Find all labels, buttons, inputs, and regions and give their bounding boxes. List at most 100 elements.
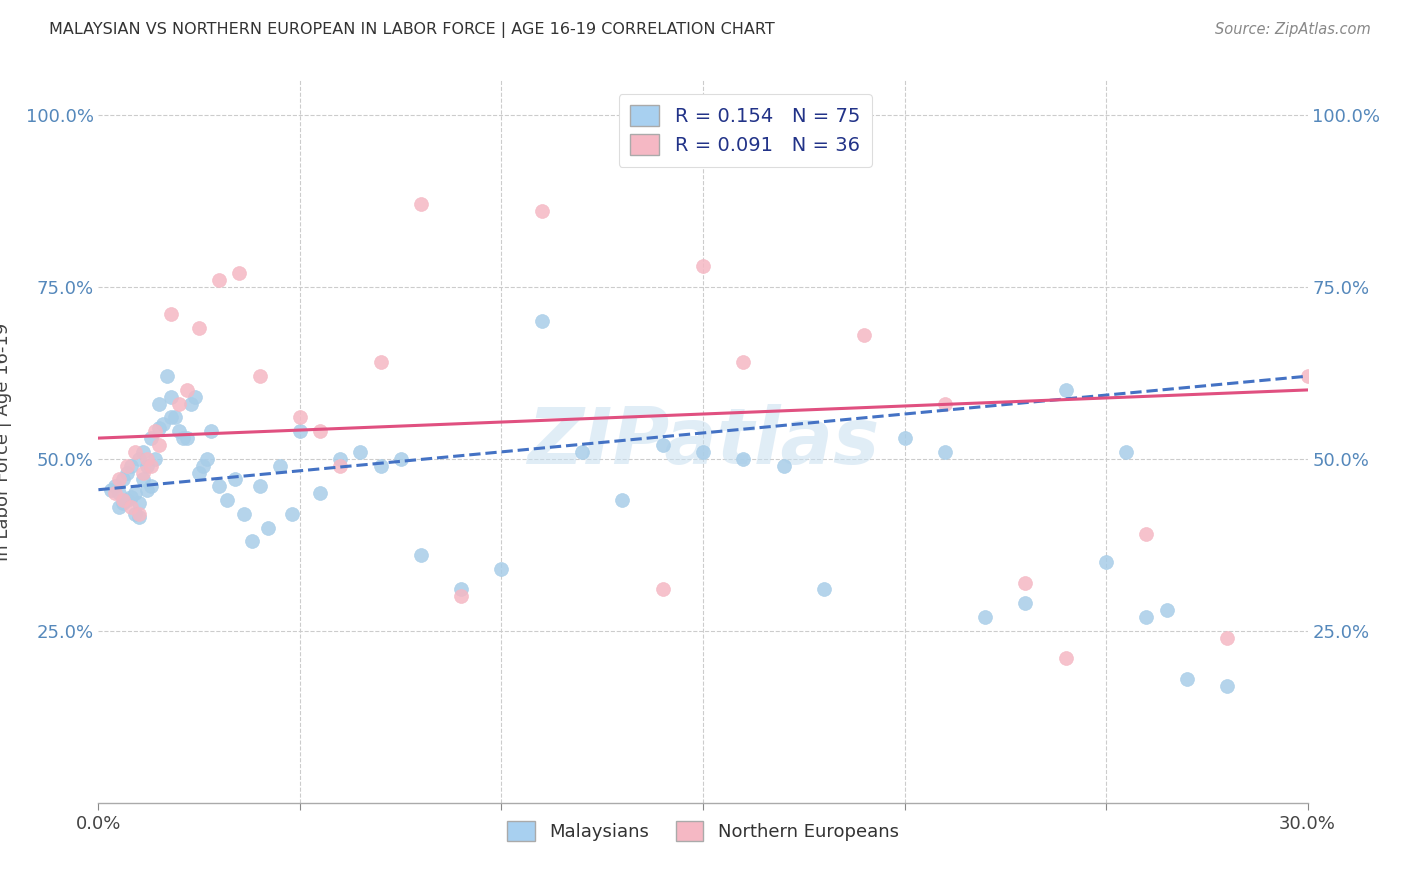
Point xyxy=(180,397,202,411)
Point xyxy=(409,197,432,211)
Point xyxy=(128,507,150,521)
Point xyxy=(1135,527,1157,541)
Point xyxy=(156,369,179,384)
Point xyxy=(269,458,291,473)
Point xyxy=(329,458,352,473)
Point xyxy=(139,458,162,473)
Point xyxy=(651,438,673,452)
Point xyxy=(120,458,142,473)
Point xyxy=(160,410,183,425)
Point xyxy=(329,451,352,466)
Point xyxy=(288,424,311,438)
Point xyxy=(176,431,198,445)
Point xyxy=(167,424,190,438)
Point xyxy=(100,483,122,497)
Point xyxy=(208,273,231,287)
Point xyxy=(309,486,332,500)
Point xyxy=(107,500,129,514)
Point xyxy=(612,493,634,508)
Point xyxy=(733,355,755,369)
Point xyxy=(370,355,392,369)
Point xyxy=(128,496,150,510)
Point xyxy=(1014,575,1036,590)
Point xyxy=(103,486,125,500)
Point xyxy=(167,397,190,411)
Point xyxy=(111,472,134,486)
Point xyxy=(1014,596,1036,610)
Point xyxy=(974,610,997,624)
Point xyxy=(1216,679,1239,693)
Point xyxy=(249,369,271,384)
Point xyxy=(195,451,218,466)
Point xyxy=(934,445,956,459)
Point xyxy=(349,445,371,459)
Point xyxy=(120,490,142,504)
Point xyxy=(224,472,246,486)
Point xyxy=(853,327,876,342)
Point xyxy=(893,431,915,445)
Point xyxy=(232,507,254,521)
Point xyxy=(163,410,186,425)
Point xyxy=(132,445,155,459)
Text: Source: ZipAtlas.com: Source: ZipAtlas.com xyxy=(1215,22,1371,37)
Y-axis label: In Labor Force | Age 16-19: In Labor Force | Age 16-19 xyxy=(0,322,11,561)
Point xyxy=(1054,651,1077,665)
Point xyxy=(139,479,162,493)
Point xyxy=(571,445,593,459)
Point xyxy=(132,466,155,480)
Point xyxy=(120,500,142,514)
Legend: Malaysians, Northern Europeans: Malaysians, Northern Europeans xyxy=(501,814,905,848)
Point xyxy=(124,445,146,459)
Point xyxy=(111,493,134,508)
Point xyxy=(733,451,755,466)
Point xyxy=(115,493,138,508)
Point xyxy=(135,483,157,497)
Point xyxy=(530,314,553,328)
Text: MALAYSIAN VS NORTHERN EUROPEAN IN LABOR FORCE | AGE 16-19 CORRELATION CHART: MALAYSIAN VS NORTHERN EUROPEAN IN LABOR … xyxy=(49,22,775,38)
Point xyxy=(240,534,263,549)
Point xyxy=(107,472,129,486)
Point xyxy=(1095,555,1118,569)
Point xyxy=(124,486,146,500)
Point xyxy=(107,486,129,500)
Point xyxy=(530,204,553,219)
Point xyxy=(188,466,211,480)
Point xyxy=(143,424,166,438)
Point xyxy=(135,458,157,473)
Point xyxy=(160,390,183,404)
Point xyxy=(128,451,150,466)
Point xyxy=(1135,610,1157,624)
Point xyxy=(128,510,150,524)
Point xyxy=(1175,672,1198,686)
Point xyxy=(281,507,304,521)
Point xyxy=(309,424,332,438)
Point xyxy=(409,548,432,562)
Point xyxy=(450,582,472,597)
Point xyxy=(115,466,138,480)
Point xyxy=(491,562,513,576)
Point xyxy=(450,590,472,604)
Point xyxy=(249,479,271,493)
Point xyxy=(228,266,250,280)
Point xyxy=(172,431,194,445)
Point xyxy=(132,472,155,486)
Point xyxy=(188,321,211,335)
Point xyxy=(370,458,392,473)
Point xyxy=(152,417,174,432)
Point xyxy=(256,520,278,534)
Point xyxy=(148,438,170,452)
Point xyxy=(124,507,146,521)
Point xyxy=(176,383,198,397)
Point xyxy=(148,397,170,411)
Point xyxy=(184,390,207,404)
Point xyxy=(1296,369,1319,384)
Point xyxy=(389,451,412,466)
Point xyxy=(111,496,134,510)
Text: ZIPatlas: ZIPatlas xyxy=(527,403,879,480)
Point xyxy=(288,410,311,425)
Point xyxy=(772,458,794,473)
Point xyxy=(200,424,222,438)
Point xyxy=(651,582,673,597)
Point xyxy=(217,493,239,508)
Point xyxy=(139,431,162,445)
